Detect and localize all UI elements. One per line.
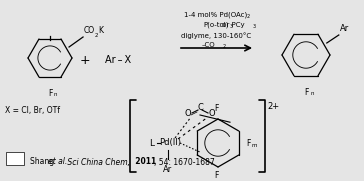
Text: F: F [214,104,218,113]
Text: diglyme, 130-160°C: diglyme, 130-160°C [181,32,251,39]
Text: n: n [54,92,58,97]
Text: 3: 3 [230,24,233,30]
Text: or PCy: or PCy [219,22,246,28]
Text: Shang: Shang [30,157,56,167]
Text: m: m [252,143,257,148]
Text: 1-4 mol% Pd(OAc): 1-4 mol% Pd(OAc) [185,12,248,18]
Text: K: K [98,26,103,35]
Text: P(o-tol): P(o-tol) [203,22,229,28]
Text: 2: 2 [95,33,98,38]
Text: Ar: Ar [163,165,173,174]
Text: Pd(II): Pd(II) [159,138,181,148]
Text: C: C [197,104,203,113]
Text: L: L [150,138,154,148]
Text: CO: CO [84,26,95,35]
Text: 2: 2 [247,14,250,20]
Text: n: n [310,91,314,96]
Text: Ar: Ar [340,24,349,33]
Bar [6,152,24,165]
Text: F: F [214,171,218,180]
Text: +: + [80,54,90,66]
Text: Sci China Chem,: Sci China Chem, [65,157,130,167]
Text: O: O [209,108,215,117]
Text: 3: 3 [253,24,256,30]
Text: O: O [185,108,191,117]
Text: F: F [48,89,52,98]
Text: F: F [304,88,308,97]
Text: F: F [246,138,250,148]
Text: 2: 2 [222,45,226,49]
Text: –CO: –CO [201,42,215,48]
Text: 2011: 2011 [130,157,156,167]
Text: X = Cl, Br, OTf: X = Cl, Br, OTf [5,106,60,115]
Text: Ar – X: Ar – X [105,55,131,65]
Text: , 54: 1670-1687: , 54: 1670-1687 [154,157,215,167]
Text: 2+: 2+ [267,102,279,111]
Text: et al.: et al. [48,157,67,167]
